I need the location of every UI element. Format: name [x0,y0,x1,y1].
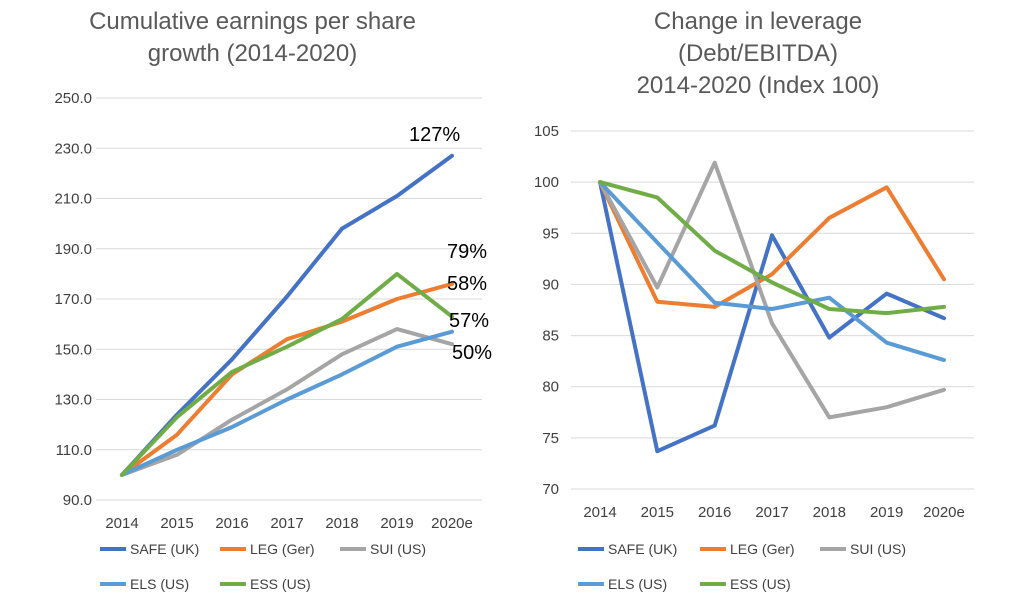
y-tick-label: 150.0 [54,341,92,358]
y-tick-label: 170.0 [54,291,92,308]
legend-swatch [578,547,604,551]
legend-label: ESS (US) [250,576,311,592]
x-tick-label: 2019 [380,515,413,532]
x-tick-label: 2017 [270,515,303,532]
x-tick-label: 2016 [215,515,248,532]
chart-title-line: 2014-2020 (Index 100) [636,72,880,99]
series-line-ess [598,180,946,316]
chart-title-line: Cumulative earnings per share [89,8,416,35]
eps-growth-chart: Cumulative earnings per share growth (20… [0,0,505,605]
legend-item-sui: SUI (US) [820,541,906,557]
legend-swatch [700,582,726,586]
leverage-plot: 105 100 95 90 85 80 75 70 2014 2015 2016 2017 2018 20… [534,123,974,521]
x-tick-label: 2014 [105,515,138,532]
legend-swatch [578,582,604,586]
series-line-safe [598,180,946,454]
data-annotation: 57% [449,310,489,332]
series-line-safe [120,153,454,477]
legend-item-leg: LEG (Ger) [700,541,795,557]
y-tick-label: 75 [542,430,559,447]
y-tick-label: 90 [542,276,559,293]
legend-item-els: ELS (US) [578,576,667,592]
x-tick-label: 2020e [923,504,965,521]
x-tick-label: 2018 [325,515,358,532]
data-annotation: 58% [447,273,487,295]
legend-swatch [220,547,246,551]
legend-item-safe: SAFE (UK) [100,541,199,557]
x-tick-label: 2015 [641,504,674,521]
chart-title-line: Change in leverage [653,8,863,35]
legend-label: SAFE (UK) [130,541,200,557]
legend-label: SUI (US) [370,541,426,557]
series-line-els [120,329,454,477]
y-tick-label: 130.0 [54,392,92,409]
chart-title: Cumulative earnings per share growth (20… [0,6,505,70]
legend-label: SUI (US) [850,541,906,557]
y-tick-label: 80 [542,379,559,396]
legend-swatch [340,547,366,551]
x-tick-label: 2017 [755,504,788,521]
legend-swatch [700,547,726,551]
legend-label: ELS (US) [608,576,668,592]
y-tick-label: 85 [542,328,559,345]
y-tick-label: 95 [542,225,559,242]
series-line-leg [598,180,946,309]
x-tick-label: 2020e [431,515,473,532]
series-line-sui [598,160,946,420]
legend-item-sui: SUI (US) [340,541,426,557]
y-tick-label: 190.0 [54,241,92,258]
y-tick-label: 100 [534,174,559,191]
legend-item-ess: ESS (US) [700,576,791,592]
x-tick-label: 2014 [583,504,616,521]
eps-growth-plot: 250.0 230.0 210.0 190.0 170.0 150.0 130.0 110.0… [54,90,492,532]
series-line-sui [120,327,454,477]
data-annotation: 50% [452,342,492,364]
legend-item-leg: LEG (Ger) [220,541,315,557]
legend-label: LEG (Ger) [250,541,315,557]
series-line-els [598,180,946,363]
y-tick-label: 210.0 [54,191,92,208]
legend-label: SAFE (UK) [608,541,678,557]
legend-swatch [220,582,246,586]
series-line-ess [120,271,454,477]
y-tick-label: 105 [534,123,559,140]
chart-title-line: growth (2014-2020) [147,40,358,67]
y-tick-label: 250.0 [54,90,92,107]
legend-swatch [820,547,846,551]
legend-swatch [100,582,126,586]
data-annotation: 79% [447,241,487,263]
x-tick-label: 2016 [698,504,731,521]
series-line-leg [120,281,454,477]
y-tick-label: 110.0 [56,442,92,459]
legend-label: LEG (Ger) [730,541,795,557]
x-tick-label: 2019 [870,504,903,521]
legend-label: ESS (US) [730,576,791,592]
legend-item-safe: SAFE (UK) [578,541,677,557]
chart-title-line: (Debt/EBITDA) [677,40,839,67]
legend-swatch [100,547,126,551]
y-tick-label: 70 [542,481,559,498]
leverage-change-chart: Change in leverage (Debt/EBITDA) 2014-20… [505,0,1011,605]
y-tick-label: 230.0 [54,140,92,157]
legend-label: ELS (US) [130,576,190,592]
legend-item-ess: ESS (US) [220,576,311,592]
x-tick-label: 2018 [813,504,846,521]
x-tick-label: 2015 [160,515,193,532]
data-annotation: 127% [409,124,460,146]
y-tick-label: 90.0 [63,492,92,509]
legend-item-els: ELS (US) [100,576,189,592]
chart-title: Change in leverage (Debt/EBITDA) 2014-20… [505,6,1011,102]
